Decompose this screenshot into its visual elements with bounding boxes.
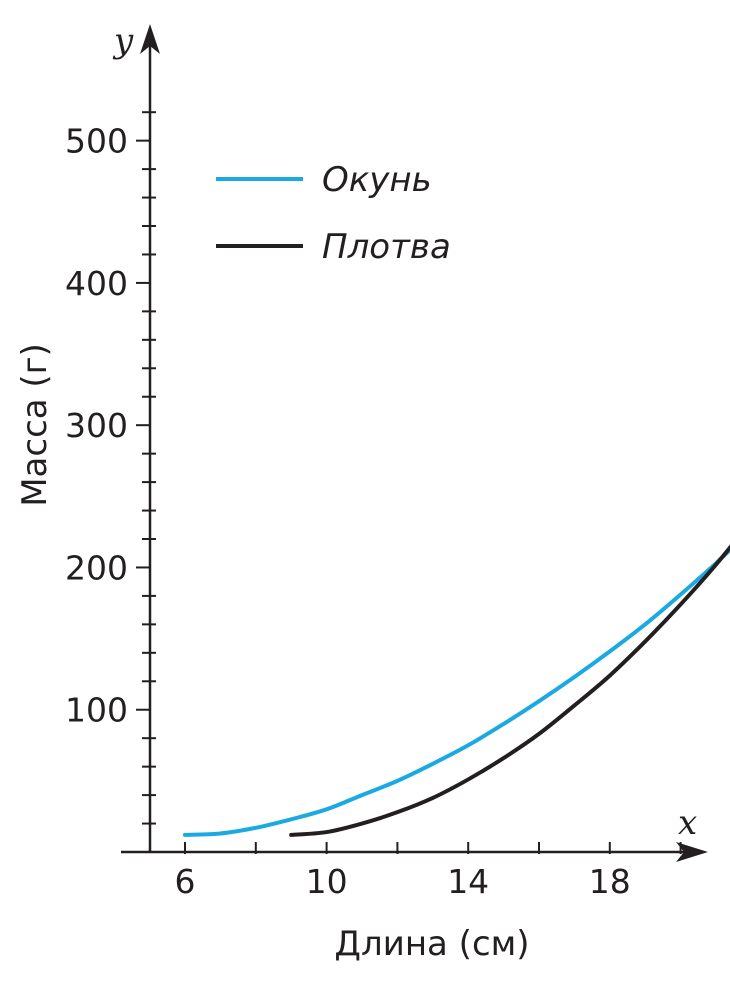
x-tick-label: 18 [589,862,631,901]
y-tick-label: 400 [65,264,128,303]
x-tick-label: 6 [175,862,196,901]
x-axis-letter: x [678,803,697,843]
y-axis-letter: y [112,21,134,61]
x-axis-arrow [676,842,708,862]
y-axis-title: Масса (г) [15,343,55,507]
y-tick-label: 100 [65,691,128,730]
series-line-roach [289,544,730,837]
y-tick-label: 500 [65,122,128,161]
y-tick-label: 200 [65,548,128,587]
y-axis-arrow [140,24,160,54]
x-tick-label: 10 [306,862,348,901]
legend: Окунь Плотва [216,160,451,267]
legend-label-perch: Окунь [322,160,432,200]
series-line-perch [183,547,730,837]
x-tick-label: 14 [447,862,489,901]
legend-label-roach: Плотва [322,227,451,267]
y-tick-label: 300 [65,406,128,445]
series-lines [183,544,730,837]
x-axis-title: Длина (см) [334,924,529,964]
ticks: 1002003004005006101418222630 [65,111,682,901]
axes [121,24,708,862]
